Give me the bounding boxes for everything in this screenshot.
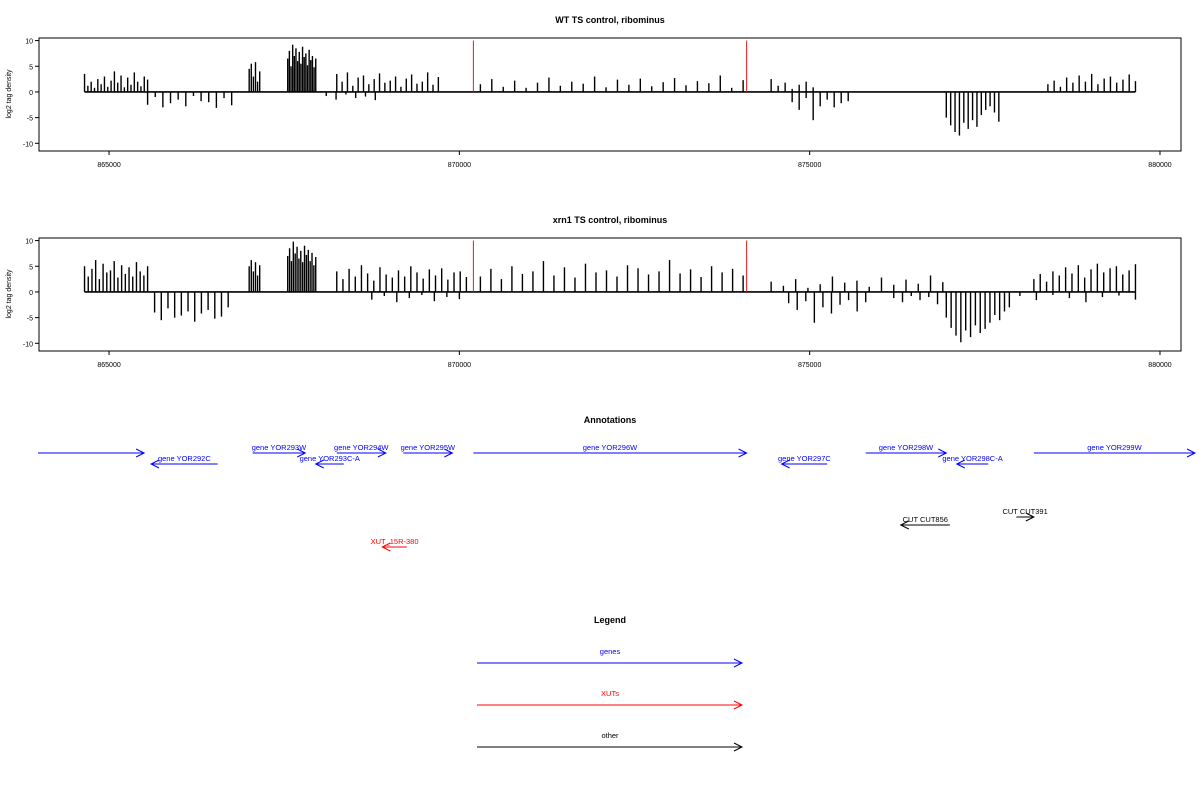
feature-gene: gene YOR296W — [473, 443, 748, 458]
feature-label: CUT CUT856 — [903, 515, 948, 524]
arrow-head-icon — [780, 459, 790, 469]
panel-wt: WT TS control, ribominus log2 tag densit… — [6, 15, 1182, 169]
x-axis: 865000 870000 875000 880000 — [97, 151, 1172, 169]
arrow-head-icon — [377, 448, 387, 458]
feature-label: gene YOR293W — [252, 443, 307, 452]
panel-title: xrn1 TS control, ribominus — [553, 215, 668, 225]
feature-gene: gene YOR297C — [778, 454, 831, 469]
feature-other: CUT CUT856 — [899, 515, 950, 530]
legend: Legend genes XUTs other — [477, 615, 744, 752]
y-tick-label: -5 — [27, 116, 33, 123]
feature-gene: gene YOR294W — [334, 443, 389, 458]
feature-gene: gene YOR293W — [252, 443, 307, 458]
y-tick-label: 5 — [29, 264, 33, 271]
marker-lines — [472, 240, 748, 292]
arrow-head-icon — [1186, 448, 1197, 458]
feature-label: gene YOR296W — [583, 443, 638, 452]
legend-item: other — [477, 731, 744, 752]
y-axis: 10 5 0 -5 -10 — [23, 239, 39, 348]
x-tick-label: 875000 — [798, 362, 821, 369]
arrow-head-icon — [444, 448, 454, 458]
arrow-head-icon — [314, 459, 324, 469]
feature-other: CUT CUT391 — [1002, 507, 1048, 522]
feature-list: gene YOR292C gene YOR293W gene YOR293C-A ge… — [38, 443, 1197, 552]
feature-label: gene YOR298C-A — [942, 454, 1002, 463]
feature-label: XUT_15R-380 — [371, 537, 419, 546]
feature-gene: gene YOR293C-A — [300, 454, 360, 469]
legend-label: other — [601, 731, 619, 740]
feature-label: gene YOR298W — [879, 443, 934, 452]
y-tick-label: 5 — [29, 64, 33, 71]
x-axis: 865000 870000 875000 880000 — [97, 351, 1172, 369]
x-tick-label: 880000 — [1148, 362, 1171, 369]
arrow-head-icon — [733, 658, 744, 668]
feature-label: gene YOR295W — [401, 443, 456, 452]
panel-xrn1: xrn1 TS control, ribominus log2 tag dens… — [6, 215, 1182, 369]
x-tick-label: 865000 — [97, 162, 120, 169]
y-tick-label: 10 — [25, 39, 33, 46]
arrow-head-icon — [381, 542, 391, 552]
feature-label: gene YOR297C — [778, 454, 831, 463]
legend-items: genes XUTs other — [477, 647, 744, 752]
plot-frame — [38, 237, 1182, 352]
feature-gene: gene YOR298C-A — [942, 454, 1003, 469]
arrow-head-icon — [733, 700, 744, 710]
legend-item: XUTs — [477, 689, 744, 710]
x-tick-label: 875000 — [798, 162, 821, 169]
legend-title: Legend — [594, 615, 626, 625]
arrow-head-icon — [955, 459, 966, 469]
feature-label: gene YOR299W — [1087, 443, 1142, 452]
panel-title: WT TS control, ribominus — [555, 15, 665, 25]
x-tick-label: 865000 — [97, 362, 120, 369]
legend-item: genes — [477, 647, 744, 668]
y-axis: 10 5 0 -5 -10 — [23, 39, 39, 148]
feature-gene: gene YOR295W — [401, 443, 456, 458]
arrow-head-icon — [733, 742, 744, 752]
feature-gene: gene YOR292C — [149, 454, 218, 469]
arrow-head-icon — [297, 448, 307, 458]
y-axis-label: log2 tag density — [6, 269, 13, 319]
y-tick-label: 0 — [29, 90, 33, 97]
legend-label: XUTs — [601, 689, 619, 698]
feature-label: CUT CUT391 — [1002, 507, 1047, 516]
feature-gene — [38, 448, 146, 458]
plot-frame — [38, 37, 1182, 152]
feature-label: gene YOR292C — [158, 454, 211, 463]
x-tick-label: 870000 — [448, 162, 471, 169]
x-tick-label: 880000 — [1148, 162, 1171, 169]
arrow-head-icon — [899, 520, 909, 530]
signal-bars — [83, 241, 1137, 343]
feature-gene: gene YOR299W — [1033, 443, 1197, 458]
arrow-head-icon — [135, 448, 146, 458]
y-tick-label: -10 — [23, 141, 33, 148]
marker-lines — [472, 40, 748, 92]
y-axis-label: log2 tag density — [6, 69, 13, 119]
annotations-title: Annotations — [584, 415, 637, 425]
feature-label: gene YOR294W — [334, 443, 389, 452]
feature-xut: XUT_15R-380 — [371, 537, 419, 552]
arrow-head-icon — [149, 459, 160, 469]
legend-label: genes — [600, 647, 621, 656]
feature-gene: gene YOR298W — [865, 443, 948, 458]
arrow-head-icon — [1025, 512, 1035, 522]
arrow-head-icon — [738, 448, 748, 458]
arrow-head-icon — [938, 448, 948, 458]
y-tick-label: 0 — [29, 290, 33, 297]
feature-label: gene YOR293C-A — [300, 454, 360, 463]
y-tick-label: 10 — [25, 239, 33, 246]
signal-bars — [83, 44, 1137, 136]
y-tick-label: -10 — [23, 341, 33, 348]
x-tick-label: 870000 — [448, 362, 471, 369]
y-tick-label: -5 — [27, 316, 33, 323]
